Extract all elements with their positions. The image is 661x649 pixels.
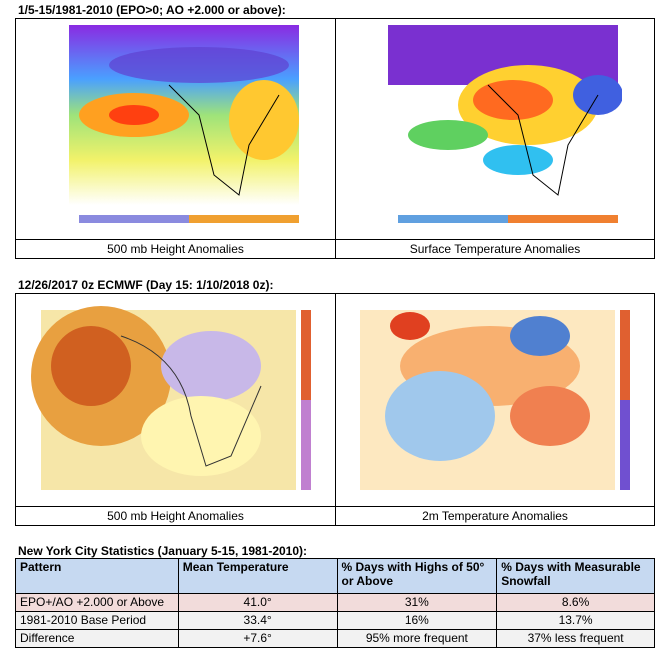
table-cell: 37% less frequent (496, 629, 655, 648)
table-cell: 95% more frequent (336, 629, 498, 648)
table-cell: 8.6% (496, 593, 655, 612)
section-title: 12/26/2017 0z ECMWF (Day 15: 1/10/2018 0… (18, 278, 274, 292)
caption: 500 mb Height Anomalies (16, 506, 335, 525)
ecmwf-temperature-map (350, 296, 640, 504)
table-cell: 13.7% (496, 611, 655, 630)
map-panel: 500 mb Height Anomalies 2m Temperature A… (15, 293, 655, 526)
map-panel: 500 mb Height Anomalies Surface Temperat… (15, 18, 655, 259)
height-anomaly-map (68, 25, 299, 223)
table-cell: Difference (15, 629, 179, 648)
ecmwf-height-map (30, 296, 321, 504)
map-cell: 2m Temperature Anomalies (335, 294, 654, 525)
table-cell: 1981-2010 Base Period (15, 611, 179, 630)
table-row: Difference +7.6° 95% more frequent 37% less… (15, 629, 655, 648)
header-row: Pattern Mean Temperature% Days with Highs… (15, 558, 655, 594)
stats-table: Pattern Mean Temperature% Days with Highs… (15, 558, 655, 648)
map-cell: Surface Temperature Anomalies (335, 19, 654, 258)
map-cell: 500 mb Height Anomalies (16, 19, 335, 258)
table-cell: 33.4° (177, 611, 338, 630)
table-cell: 31% (336, 593, 498, 612)
table-row: 1981-2010 Base Period 33.4° 16% 13.7% (15, 611, 655, 630)
header-cell: Mean Temperature (177, 558, 338, 594)
table-cell: 41.0° (177, 593, 338, 612)
temperature-anomaly-map (388, 25, 622, 223)
header-cell: % Days with Highs of 50° or Above (336, 558, 498, 594)
map-cell: 500 mb Height Anomalies (16, 294, 335, 525)
table-cell: EPO+/AO +2.000 or Above (15, 593, 179, 612)
header-cell: % Days with Measurable Snowfall (496, 558, 655, 594)
table-title: New York City Statistics (January 5-15, … (18, 544, 308, 558)
table-cell: 16% (336, 611, 498, 630)
table-row: EPO+/AO +2.000 or Above 41.0° 31% 8.6% (15, 593, 655, 612)
table-cell: +7.6° (177, 629, 338, 648)
header-cell: Pattern (15, 558, 179, 594)
caption: 500 mb Height Anomalies (16, 239, 335, 258)
caption: 2m Temperature Anomalies (336, 506, 654, 525)
caption: Surface Temperature Anomalies (336, 239, 654, 258)
section-title: 1/5-15/1981-2010 (EPO>0; AO +2.000 or ab… (18, 3, 286, 17)
